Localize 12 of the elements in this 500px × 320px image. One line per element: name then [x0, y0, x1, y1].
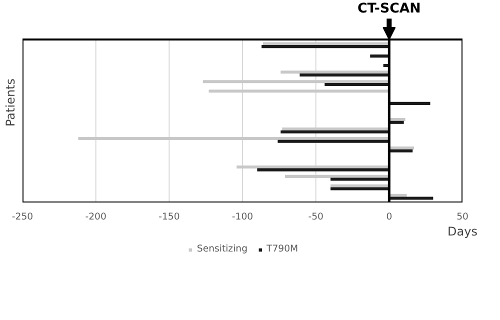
x-tick-label: 0 [386, 212, 392, 222]
y-axis-title: Patients [4, 78, 18, 127]
legend-label: Sensitizing [196, 244, 248, 254]
x-tick-label: -50 [308, 212, 324, 222]
x-tick-label: -200 [85, 212, 106, 222]
legend-label: T790M [266, 244, 298, 254]
x-axis-title: Days [448, 224, 478, 238]
x-tick-label: -100 [232, 212, 254, 222]
x-tick-label: -250 [12, 212, 34, 222]
x-tick-label: 50 [456, 212, 468, 222]
ref-line-label: CT-SCAN [358, 2, 421, 17]
x-tick-label: -150 [158, 212, 180, 222]
